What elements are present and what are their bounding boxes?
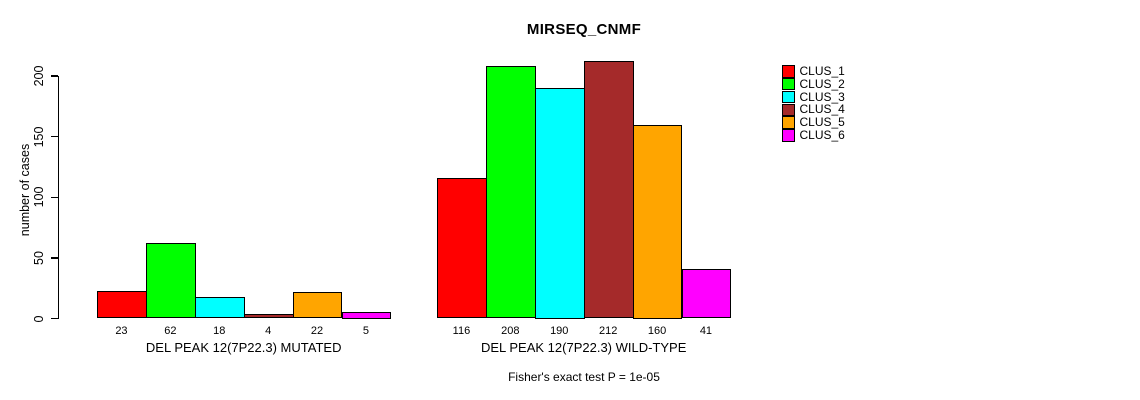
- bar-value-label: 41: [699, 325, 713, 337]
- legend-label: CLUS_2: [799, 76, 845, 91]
- bar-clus_3-group1: [194, 296, 245, 319]
- bar-value-label: 212: [598, 325, 618, 337]
- y-axis-label: number of cases: [18, 143, 32, 237]
- bar-clus_6-group2: [681, 268, 732, 319]
- bar-clus_5-group1: [292, 291, 343, 319]
- annotation-text: Fisher's exact test P = 1e-05: [508, 370, 660, 384]
- bar-value-label: 4: [265, 325, 272, 337]
- bar-value-label: 23: [115, 325, 128, 337]
- bar-clus_6-group1: [341, 312, 392, 319]
- group-label: DEL PEAK 12(7P22.3) WILD-TYPE: [480, 340, 687, 355]
- bar-clus_1-group2: [437, 177, 487, 319]
- bar-clus_2-group2: [485, 66, 536, 319]
- bar-clus_1-group1: [97, 290, 147, 319]
- bar-value-label: 160: [647, 325, 667, 337]
- legend-label: CLUS_3: [799, 89, 845, 104]
- bar-value-label: 208: [501, 325, 520, 337]
- bar-value-label: 190: [550, 325, 569, 337]
- bar-value-label: 5: [362, 325, 369, 337]
- legend-item-clus_6: CLUS_6: [782, 129, 845, 142]
- chart-title: MIRSEQ_CNMF: [526, 21, 642, 38]
- legend-swatch-icon: [782, 65, 795, 78]
- y-axis-tick: [51, 196, 58, 198]
- bar-clus_5-group2: [632, 124, 683, 319]
- y-axis-tick-label: 200: [32, 65, 46, 87]
- bar-clus_4-group2: [583, 61, 634, 319]
- y-axis-tick-label: 150: [32, 126, 46, 148]
- y-axis-tick: [51, 75, 58, 77]
- legend-swatch-icon: [782, 90, 795, 104]
- group-label: DEL PEAK 12(7P22.3) MUTATED: [145, 340, 342, 355]
- legend-swatch-icon: [782, 116, 795, 129]
- legend-item-clus_3: CLUS_3: [782, 89, 845, 104]
- y-axis-tick-label: 100: [32, 186, 46, 208]
- y-axis-tick: [51, 257, 58, 259]
- y-axis-line: [58, 76, 60, 319]
- bar-value-label: 18: [213, 325, 226, 337]
- y-axis-tick: [51, 135, 58, 138]
- legend-label: CLUS_6: [799, 127, 845, 142]
- legend-item-clus_2: CLUS_2: [782, 76, 845, 91]
- bar-clus_2-group1: [145, 243, 196, 319]
- legend-swatch-icon: [782, 129, 795, 142]
- bar-clus_4-group1: [243, 313, 294, 319]
- legend-label: CLUS_4: [799, 102, 845, 117]
- y-axis-tick: [51, 317, 58, 320]
- legend-label: CLUS_5: [799, 115, 845, 130]
- bar-value-label: 22: [310, 325, 324, 337]
- legend-item-clus_5: CLUS_5: [782, 116, 845, 129]
- y-axis-tick-label: 0: [32, 315, 46, 322]
- bar-value-label: 62: [164, 325, 177, 337]
- legend-item-clus_4: CLUS_4: [782, 102, 845, 117]
- bar-value-label: 116: [452, 325, 471, 337]
- legend-label: CLUS_1: [799, 64, 845, 78]
- y-axis-tick-label: 50: [32, 250, 46, 265]
- legend-item-clus_1: CLUS_1: [782, 65, 845, 78]
- bar-clus_3-group2: [534, 88, 585, 319]
- legend: CLUS_1 CLUS_2 CLUS_3 CLUS_4 CLUS_5 CLUS_6: [782, 65, 845, 142]
- legend-swatch-icon: [782, 103, 795, 117]
- legend-swatch-icon: [782, 77, 795, 91]
